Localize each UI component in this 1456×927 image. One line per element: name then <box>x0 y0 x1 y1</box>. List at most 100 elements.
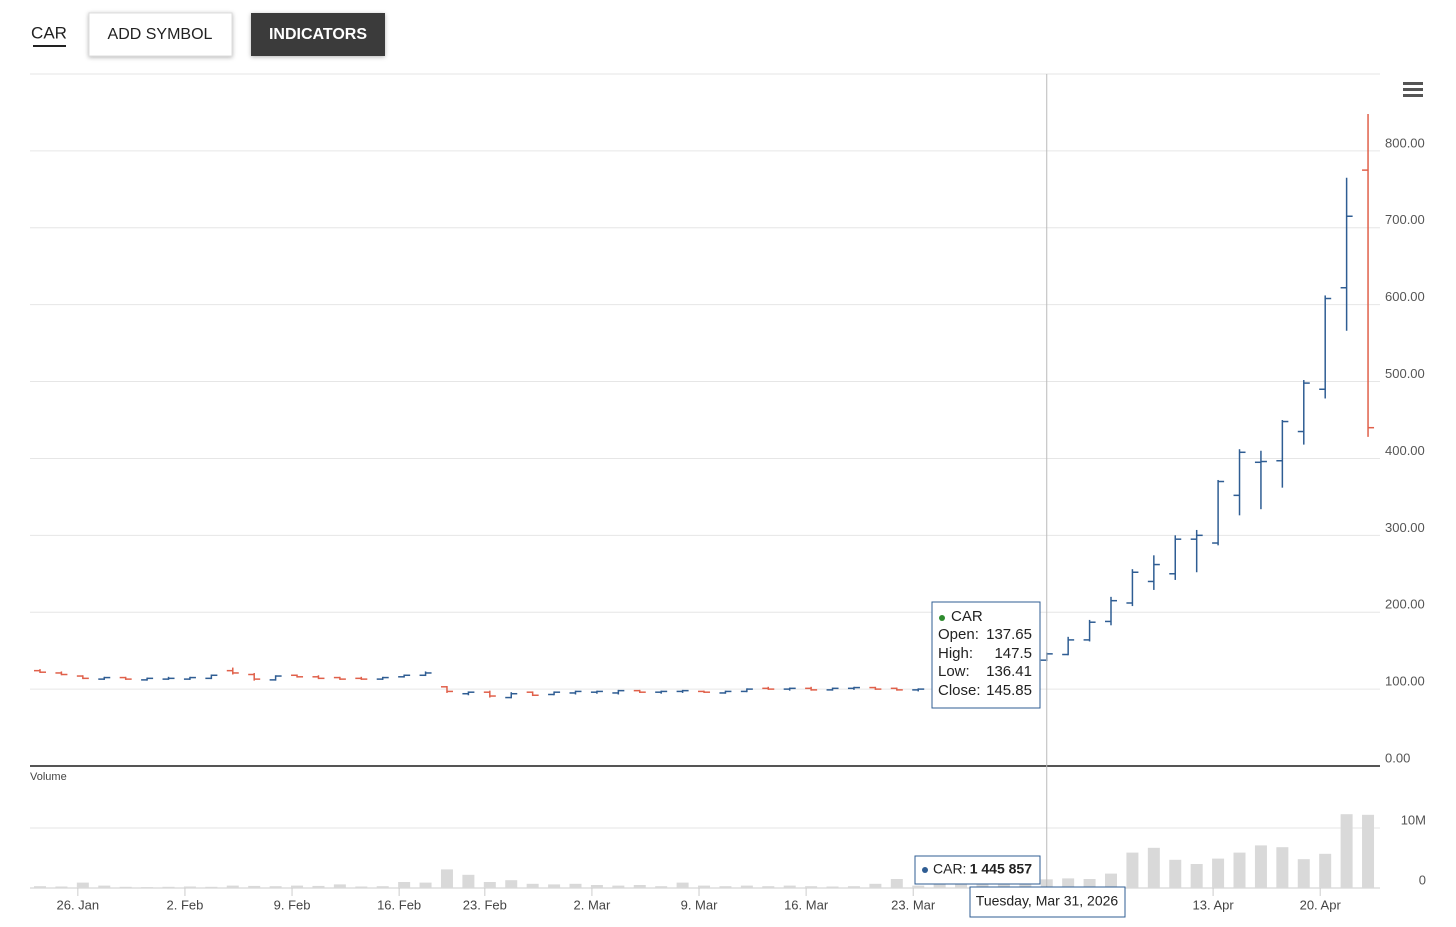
menu-bar <box>1403 94 1423 97</box>
volume-bar <box>1126 852 1139 888</box>
volume-bar <box>505 880 518 888</box>
volume-bar <box>119 886 132 888</box>
tooltip-label: Close: <box>938 682 981 699</box>
y-tick-label: 800.00 <box>1385 135 1425 150</box>
volume-bar <box>698 885 711 888</box>
volume-bar <box>269 886 282 888</box>
menu-bar <box>1403 88 1423 91</box>
indicators-button[interactable] <box>251 13 385 56</box>
x-tick-label: 13. Apr <box>1192 897 1234 912</box>
volume-bar <box>762 886 775 888</box>
tooltip-label: High: <box>938 645 973 662</box>
volume-bar <box>376 886 389 888</box>
volume-bar <box>783 885 796 888</box>
volume-bar <box>869 883 882 888</box>
tooltip-value: 136.41 <box>986 663 1032 680</box>
y-tick-label: 300.00 <box>1385 520 1425 535</box>
tooltips: CAR Open: 137.65 High: 147.5 Low: 136.41… <box>914 74 1126 918</box>
volume-bar <box>1340 814 1353 888</box>
volume-tooltip <box>914 855 1041 885</box>
tooltip-date: Tuesday, Mar 31, 2026 <box>976 893 1119 909</box>
menu-icon[interactable] <box>1403 82 1423 97</box>
symbol-tab[interactable]: CAR <box>31 23 67 42</box>
volume-bar <box>291 885 304 888</box>
volume-bar <box>548 884 561 888</box>
add-symbol-label[interactable]: ADD SYMBOL <box>108 26 213 43</box>
tooltip-value: 147.5 <box>994 645 1032 662</box>
indicators-label[interactable]: INDICATORS <box>269 26 367 43</box>
x-tick-label: 2. Mar <box>573 897 611 912</box>
tooltip-value: 145.85 <box>986 682 1032 699</box>
volume-bar <box>248 885 261 888</box>
volume-bar <box>1319 853 1332 888</box>
volume-bar <box>740 885 753 888</box>
tooltip-value: 137.65 <box>986 626 1032 643</box>
volume-bar <box>1147 847 1160 888</box>
volume-bar <box>398 882 411 888</box>
y-tick-label: 100.00 <box>1385 674 1425 689</box>
volume-bar <box>34 886 46 888</box>
tooltip-value: 1 445 857 <box>970 861 1032 877</box>
volume-bar <box>1083 879 1096 888</box>
volume-bar <box>440 869 453 888</box>
volume-bar <box>1233 852 1246 888</box>
y-tick-label: 10M <box>1401 812 1426 827</box>
volume-bar <box>526 883 539 888</box>
volume-bar <box>98 885 111 888</box>
volume-bar <box>612 885 625 888</box>
volume-bar <box>569 883 582 888</box>
volume-bar <box>462 874 475 888</box>
x-tick-label: 16. Feb <box>377 897 421 912</box>
volume-bar <box>719 886 732 888</box>
volume-bar <box>912 885 925 888</box>
volume-bar <box>1062 878 1075 888</box>
y-tick-label: 0.00 <box>1385 750 1410 765</box>
tooltip-dot <box>922 867 928 873</box>
volume-bar <box>483 882 496 888</box>
volume-bar <box>141 887 154 888</box>
tooltip-label: Open: <box>938 626 979 643</box>
volume-bar <box>976 882 989 888</box>
volume-bar <box>890 879 903 888</box>
x-tick-label: 20. Apr <box>1300 897 1342 912</box>
x-tick-label: 23. Feb <box>463 897 507 912</box>
volume-bar <box>205 886 218 888</box>
volume-bar <box>590 885 603 888</box>
volume-bar <box>633 885 646 888</box>
date-tooltip <box>969 886 1126 918</box>
volume-bar <box>655 886 668 888</box>
volume-bar <box>1190 864 1203 888</box>
volume-bar <box>1276 847 1289 888</box>
volume-bar <box>355 886 368 888</box>
volume-bar <box>226 885 239 888</box>
volume-bar <box>55 886 68 888</box>
menu-bar <box>1403 82 1423 85</box>
x-tick-label: 23. Mar <box>891 897 936 912</box>
x-tick-label: 16. Mar <box>784 897 829 912</box>
x-tick-label: 9. Mar <box>681 897 719 912</box>
y-tick-label: 0 <box>1419 872 1426 887</box>
volume-bar <box>805 886 818 888</box>
volume-bar <box>826 886 839 888</box>
x-tick-label: 9. Feb <box>274 897 311 912</box>
volume-bar <box>676 882 689 888</box>
volume-bar <box>183 886 196 888</box>
volume-bar <box>162 886 175 888</box>
x-tick-label: 26. Jan <box>57 897 100 912</box>
add-symbol-button[interactable] <box>88 12 233 57</box>
volume-bar <box>1297 859 1310 888</box>
volume-bar <box>1212 858 1225 888</box>
tooltip-label: Low: <box>938 663 970 680</box>
volume-bar <box>76 882 89 888</box>
volume-bar <box>955 882 968 888</box>
volume-bar <box>847 886 860 888</box>
volume-bar <box>312 885 325 888</box>
tooltip-dot <box>939 615 945 621</box>
volume-bar <box>933 883 946 888</box>
tooltip-name: CAR <box>951 608 983 625</box>
volume-bar <box>1169 859 1182 888</box>
volume-bar <box>419 882 432 888</box>
volume-bar <box>1254 845 1267 888</box>
y-tick-label: 500.00 <box>1385 366 1425 381</box>
ohlc-tooltip <box>931 601 1041 709</box>
